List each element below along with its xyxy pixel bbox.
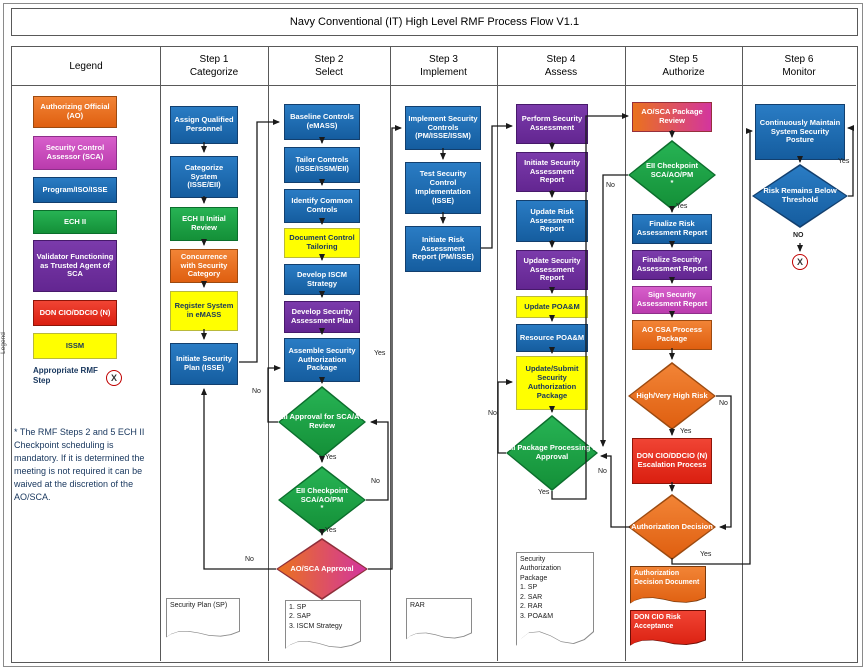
doc-authorization-decision: Authorization Decision Document <box>630 566 706 606</box>
legend-item-sca: Security Control Assessor (SCA) <box>33 136 117 170</box>
header-divider <box>12 85 856 86</box>
node-tailor-controls: Tailor Controls (ISSE/ISSM/EII) <box>284 147 360 183</box>
no-label: No <box>252 388 261 395</box>
diamond-eii-checkpoint-step5: EII Checkpoint SCA/AO/PM * <box>628 140 716 210</box>
yes-label: Yes <box>374 350 386 357</box>
node-develop-sap: Develop Security Assessment Plan <box>284 301 360 333</box>
doc-security-auth-package: Security Authorization Package 1. SP 2. … <box>516 552 594 652</box>
yes-label: Yes <box>700 551 712 558</box>
no-caps-label: NO <box>793 232 804 239</box>
node-sign-sar: Sign Security Assessment Report <box>632 286 712 314</box>
node-aosca-package-review: AO/SCA Package Review <box>632 102 712 132</box>
column-divider <box>497 47 498 661</box>
node-categorize-system: Categorize System (ISSE/EII) <box>170 156 238 198</box>
column-divider <box>625 47 626 661</box>
node-update-sar: Update Security Assessment Report <box>516 250 588 290</box>
diamond-high-risk: High/Very High Risk <box>628 362 716 430</box>
header-step3: Step 3 Implement <box>420 54 467 78</box>
node-implement-security-controls: Implement Security Controls (PM/ISSE/ISS… <box>405 106 481 150</box>
yes-label: Yes <box>538 489 550 496</box>
node-document-control-tailoring: Document Control Tailoring <box>284 228 360 258</box>
column-divider <box>160 47 161 661</box>
node-initiate-sar: Initiate Security Assessment Report <box>516 152 588 192</box>
node-identify-common-controls: Identify Common Controls <box>284 189 360 223</box>
column-divider <box>268 47 269 661</box>
no-label: No <box>606 182 615 189</box>
diamond-aosca-approval: AO/SCA Approval <box>276 538 368 600</box>
column-divider <box>390 47 391 661</box>
flow-table-border <box>11 46 858 663</box>
node-update-poam: Update POA&M <box>516 296 588 318</box>
header-step6: Step 6 Monitor <box>782 54 816 78</box>
doc-step2-outputs: 1. SP 2. SAP 3. ISCM Strategy <box>285 600 361 652</box>
legend-item-program: Program/ISO/ISSE <box>33 177 117 203</box>
yes-label: Yes <box>325 454 337 461</box>
no-label: No <box>488 410 497 417</box>
node-develop-iscm-strategy: Develop ISCM Strategy <box>284 264 360 295</box>
node-update-rar: Update Risk Assessment Report <box>516 200 588 242</box>
node-concurrence-security-category: Concurrence with Security Category <box>170 249 238 283</box>
node-test-security-control: Test Security Control Implementation (IS… <box>405 162 481 214</box>
header-legend: Legend <box>69 60 103 72</box>
node-ao-csa-process: AO CSA Process Package <box>632 320 712 350</box>
header-step4: Step 4 Assess <box>544 54 578 78</box>
yes-label: Yes <box>676 203 688 210</box>
no-label: No <box>719 400 728 407</box>
node-finalize-rar: Finalize Risk Assessment Report <box>632 214 712 244</box>
node-update-submit-auth-package: Update/Submit Security Authorization Pac… <box>516 356 588 410</box>
node-resource-poam: Resource POA&M <box>516 324 588 352</box>
page-border <box>3 3 863 667</box>
column-divider <box>742 47 743 661</box>
page-title: Navy Conventional (IT) High Level RMF Pr… <box>11 8 858 36</box>
node-doncio-escalation: DON CIO/DDCIO (N) Escalation Process <box>632 438 712 484</box>
legend-item-ao: Authorizing Official (AO) <box>33 96 117 128</box>
header-step2: Step 2 Select <box>314 54 344 78</box>
node-echii-initial-review: ECH II Initial Review <box>170 207 238 241</box>
no-label: No <box>245 556 254 563</box>
node-initiate-rar: Initiate Risk Assessment Report (PM/ISSE… <box>405 226 481 272</box>
node-continuously-maintain-posture: Continuously Maintain System Security Po… <box>755 104 845 160</box>
legend-item-validator: Validator Functioning as Trusted Agent o… <box>33 240 117 292</box>
diamond-risk-below-threshold: Risk Remains Below Threshold <box>752 164 848 228</box>
node-baseline-controls: Baseline Controls (eMASS) <box>284 104 360 140</box>
footnote: * The RMF Steps 2 and 5 ECH II Checkpoin… <box>14 427 145 503</box>
x-circle-icon: X <box>106 370 122 386</box>
node-perform-security-assessment: Perform Security Assessment <box>516 104 588 144</box>
header-step1: Step 1 Categorize <box>189 54 239 78</box>
node-register-system-emass: Register System in eMASS <box>170 291 238 331</box>
yes-label: Yes <box>838 158 850 165</box>
no-label: No <box>598 468 607 475</box>
header-step5: Step 5 Authorize <box>662 54 705 78</box>
diamond-eii-checkpoint-step2: EII Checkpoint SCA/AO/PM * <box>278 466 366 534</box>
diamond-eii-approval: EII Approval for SCA/AO Review <box>278 386 366 458</box>
legend-item-issm: ISSM <box>33 333 117 359</box>
node-assign-qualified-personnel: Assign Qualified Personnel <box>170 106 238 144</box>
node-finalize-sar: Finalize Security Assessment Report <box>632 250 712 280</box>
node-assemble-auth-package: Assemble Security Authorization Package <box>284 338 360 382</box>
legend-appropriate-step-label: Appropriate RMF Step <box>33 366 98 386</box>
doc-rar: RAR <box>406 598 472 642</box>
doc-doncio-risk-acceptance: DON CIO Risk Acceptance <box>630 610 706 648</box>
yes-label: Yes <box>325 527 337 534</box>
node-initiate-security-plan: Initiate Security Plan (ISSE) <box>170 343 238 385</box>
no-label: No <box>371 478 380 485</box>
doc-security-plan: Security Plan (SP) <box>166 598 240 640</box>
x-circle-end-icon: X <box>792 254 808 270</box>
rotated-legend-label: Legend <box>0 332 7 354</box>
legend-item-echii: ECH II <box>33 210 117 234</box>
legend-item-doncio: DON CIO/DDCIO (N) <box>33 300 117 326</box>
diamond-eii-package-processing: EII Package Processing & Approval <box>506 415 598 491</box>
yes-label: Yes <box>680 428 692 435</box>
